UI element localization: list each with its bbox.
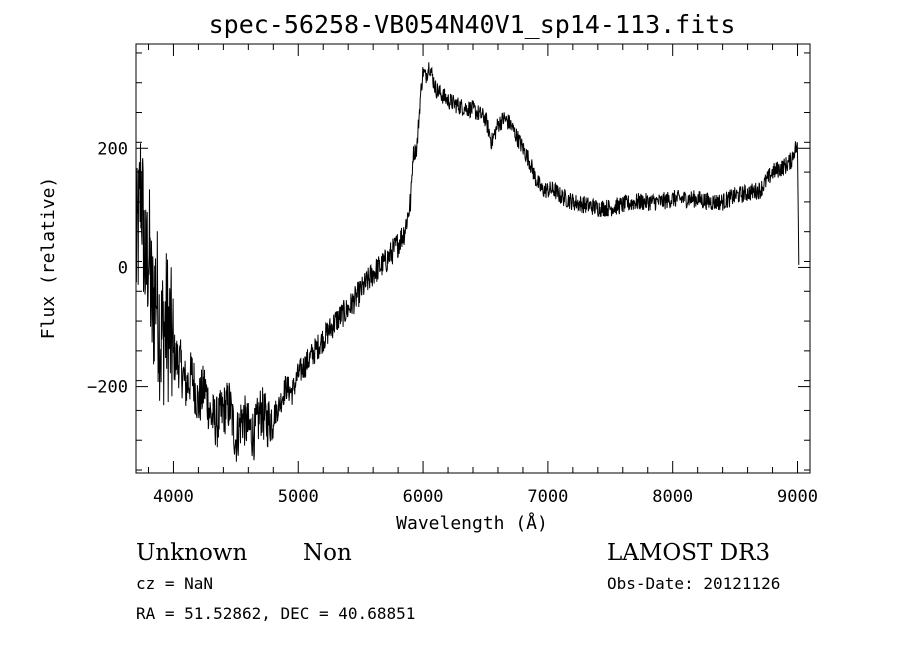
- x-tick-label: 9000: [777, 487, 818, 507]
- x-tick-labels: 4000 5000 6000 7000 8000 9000: [153, 487, 818, 507]
- object-subclass: Non: [303, 540, 352, 566]
- chart-title: spec-56258-VB054N40V1_sp14-113.fits: [209, 10, 736, 39]
- obs-date-text: Obs-Date: 20121126: [607, 574, 780, 593]
- x-axis-label: Wavelength (Å): [396, 512, 548, 534]
- x-tick-label: 4000: [153, 487, 194, 507]
- coordinates-text: RA = 51.52862, DEC = 40.68851: [136, 604, 415, 623]
- axis-ticks: [136, 44, 810, 473]
- spectrum-line: [135, 62, 800, 462]
- y-tick-label: −200: [87, 378, 128, 398]
- y-axis-label: Flux (relative): [38, 177, 59, 340]
- x-tick-label: 5000: [278, 487, 319, 507]
- y-tick-label: 0: [118, 258, 128, 278]
- x-tick-label: 8000: [652, 487, 693, 507]
- x-tick-label: 7000: [527, 487, 568, 507]
- x-tick-label: 6000: [403, 487, 444, 507]
- survey-name: LAMOST DR3: [607, 540, 770, 566]
- redshift-text: cz = NaN: [136, 574, 213, 593]
- plot-frame: [135, 43, 811, 474]
- y-tick-label: 200: [97, 139, 128, 159]
- object-class: Unknown: [136, 540, 247, 566]
- y-tick-labels: −200 0 200: [87, 139, 128, 397]
